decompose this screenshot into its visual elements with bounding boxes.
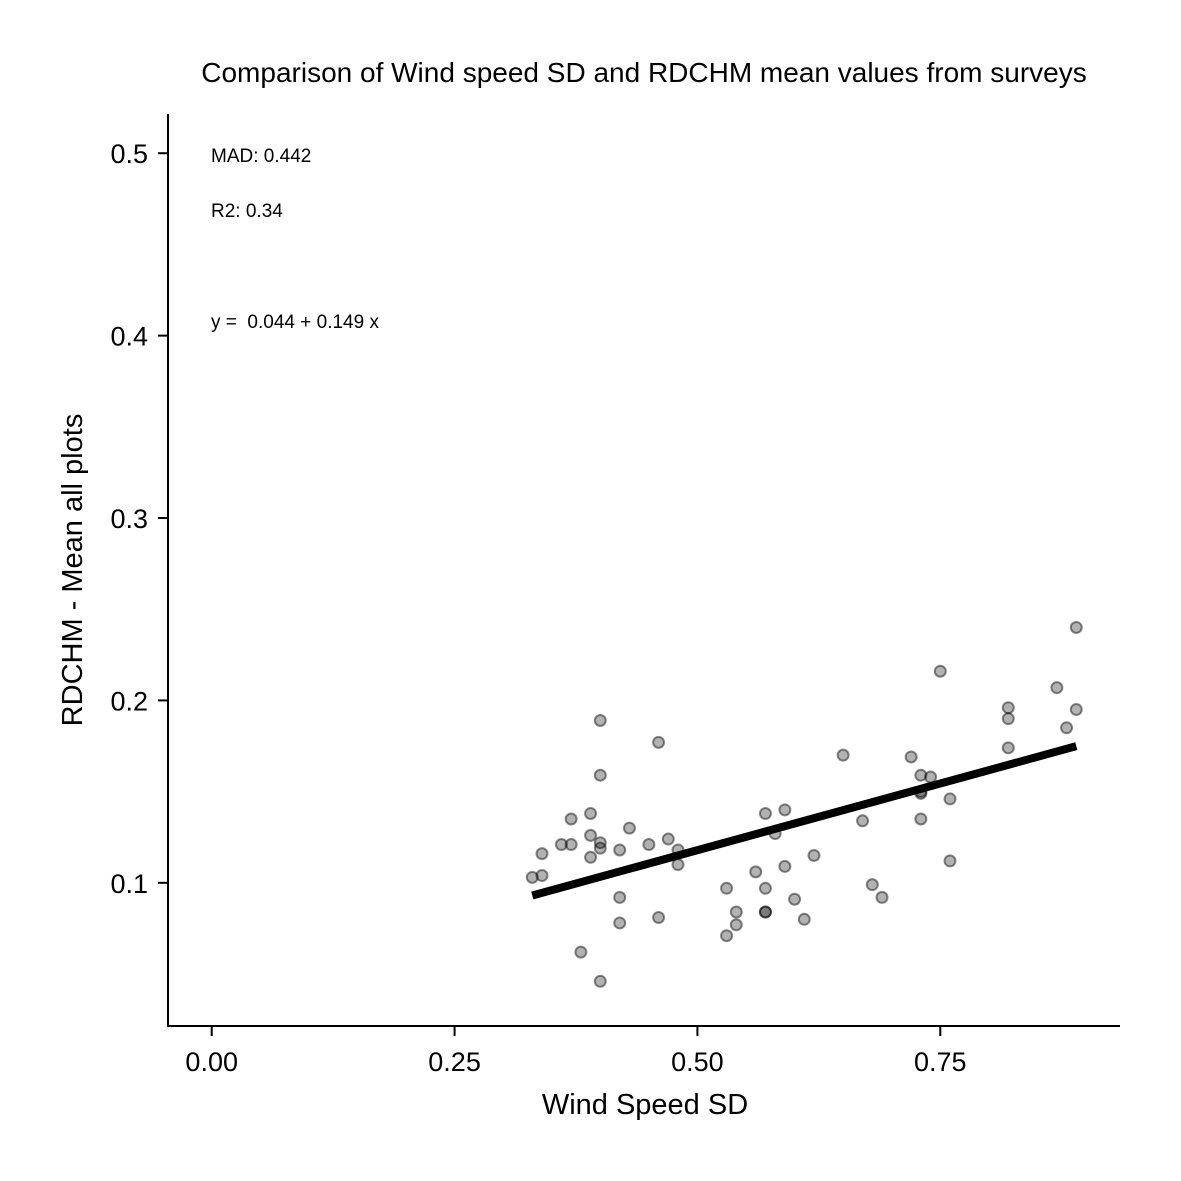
data-point	[924, 770, 938, 784]
data-point	[652, 910, 666, 924]
data-point	[856, 814, 870, 828]
data-point	[1069, 620, 1083, 634]
data-point	[807, 848, 821, 862]
x-axis-label: Wind Speed SD	[542, 1089, 748, 1121]
y-axis-label: RDCHM - Mean all plots	[57, 414, 89, 727]
data-point	[904, 750, 918, 764]
data-point	[1001, 701, 1015, 715]
y-tick-label: 0.4	[110, 322, 148, 352]
data-point	[778, 803, 792, 817]
data-point	[1050, 681, 1064, 695]
data-point	[584, 850, 598, 864]
equation-annotation: y = 0.044 + 0.149 x	[211, 312, 379, 333]
mad-annotation: MAD: 0.442	[211, 146, 311, 167]
y-axis-ticks: 0.1 0.2 0.3 0.4 0.5	[110, 139, 168, 899]
y-tick-label: 0.5	[110, 139, 148, 169]
data-point	[535, 847, 549, 861]
y-tick-label: 0.3	[110, 504, 148, 534]
data-point	[593, 836, 607, 850]
r2-annotation: R2: 0.34	[211, 201, 283, 222]
data-point	[914, 768, 928, 782]
data-point	[554, 838, 568, 852]
data-point	[564, 812, 578, 826]
data-point	[584, 807, 598, 821]
x-tick-label: 0.75	[914, 1047, 967, 1077]
data-point	[778, 859, 792, 873]
data-point	[1001, 741, 1015, 755]
data-point	[836, 748, 850, 762]
data-point	[652, 735, 666, 749]
data-point	[593, 768, 607, 782]
data-point	[788, 892, 802, 906]
data-point	[1069, 703, 1083, 717]
data-point	[613, 890, 627, 904]
data-point	[613, 916, 627, 930]
data-point	[622, 821, 636, 835]
data-point	[1001, 712, 1015, 726]
x-tick-label: 0.25	[428, 1047, 481, 1077]
data-point	[525, 870, 539, 884]
data-point	[729, 905, 743, 919]
data-point	[593, 841, 607, 855]
data-point	[865, 878, 879, 892]
data-point	[797, 912, 811, 926]
data-point	[758, 905, 772, 919]
data-point	[758, 905, 772, 919]
x-axis-ticks: 0.00 0.25 0.50 0.75	[185, 1026, 967, 1077]
plot-area	[525, 620, 1083, 988]
data-point	[661, 832, 675, 846]
data-point	[758, 881, 772, 895]
data-point	[720, 929, 734, 943]
data-point	[749, 865, 763, 879]
data-point	[564, 838, 578, 852]
chart-title: Comparison of Wind speed SD and RDCHM me…	[201, 57, 1086, 88]
y-tick-label: 0.2	[110, 686, 148, 716]
y-tick-label: 0.1	[110, 869, 148, 899]
data-point	[613, 843, 627, 857]
data-point	[943, 854, 957, 868]
data-point	[933, 664, 947, 678]
data-point	[642, 838, 656, 852]
x-tick-label: 0.00	[185, 1047, 238, 1077]
data-point	[875, 890, 889, 904]
data-point	[1060, 721, 1074, 735]
data-point	[758, 807, 772, 821]
data-point	[914, 812, 928, 826]
data-point	[943, 792, 957, 806]
data-point	[574, 945, 588, 959]
data-point	[584, 828, 598, 842]
x-tick-label: 0.50	[671, 1047, 724, 1077]
data-point	[729, 918, 743, 932]
data-point	[593, 713, 607, 727]
regression-line	[531, 742, 1078, 900]
data-point	[671, 858, 685, 872]
data-point	[593, 974, 607, 988]
data-point	[535, 869, 549, 883]
data-point	[720, 881, 734, 895]
